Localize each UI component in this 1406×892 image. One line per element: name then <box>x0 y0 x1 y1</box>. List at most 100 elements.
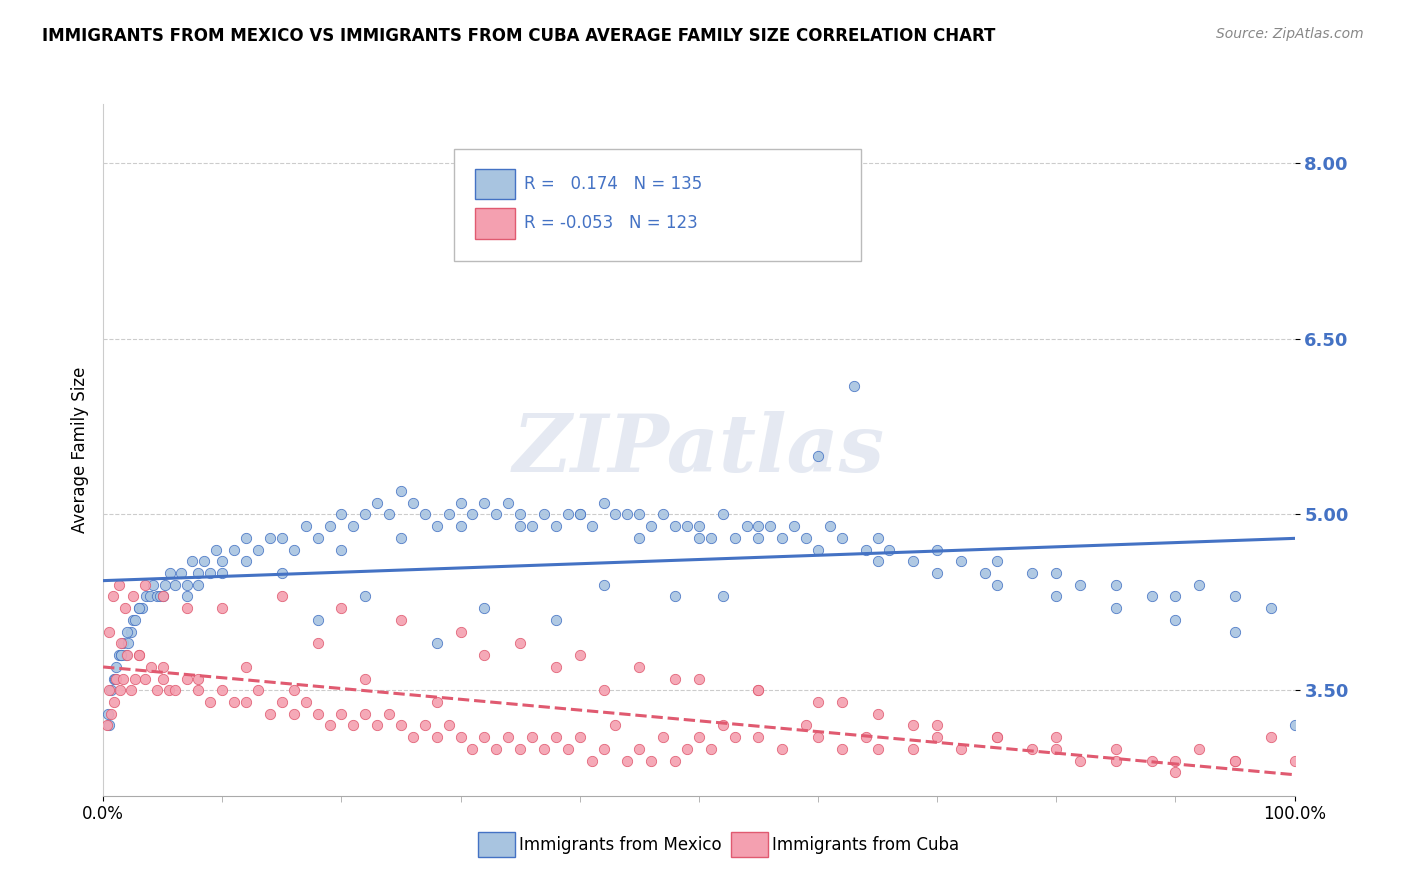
Point <box>783 519 806 533</box>
Point <box>104 672 127 686</box>
Y-axis label: Average Family Size: Average Family Size <box>72 367 89 533</box>
Point <box>187 578 209 592</box>
Point <box>485 508 508 522</box>
Point <box>927 566 949 580</box>
Point <box>114 601 136 615</box>
Point <box>270 531 292 545</box>
Point <box>747 683 769 698</box>
Point <box>723 730 745 744</box>
Point <box>103 672 125 686</box>
Point <box>735 519 758 533</box>
Point <box>1260 730 1282 744</box>
Point <box>354 672 377 686</box>
Point <box>134 672 156 686</box>
Point <box>496 730 519 744</box>
Point <box>152 660 174 674</box>
Point <box>98 624 121 639</box>
Point <box>866 554 889 568</box>
Point <box>855 542 877 557</box>
Point <box>605 718 627 732</box>
Point <box>794 718 817 732</box>
Point <box>200 695 222 709</box>
Point <box>128 648 150 662</box>
Point <box>108 683 131 698</box>
Point <box>509 742 531 756</box>
Point <box>205 542 228 557</box>
Point <box>747 683 769 698</box>
Point <box>616 754 638 768</box>
Text: IMMIGRANTS FROM MEXICO VS IMMIGRANTS FROM CUBA AVERAGE FAMILY SIZE CORRELATION C: IMMIGRANTS FROM MEXICO VS IMMIGRANTS FRO… <box>42 27 995 45</box>
Point <box>128 648 150 662</box>
Point <box>807 542 830 557</box>
Point <box>818 519 841 533</box>
Point <box>450 496 472 510</box>
Point <box>107 648 129 662</box>
Point <box>138 590 160 604</box>
Point <box>354 590 377 604</box>
Point <box>402 496 425 510</box>
Point <box>1105 578 1128 592</box>
Point <box>747 531 769 545</box>
Point <box>283 542 305 557</box>
Point <box>330 706 353 721</box>
Point <box>135 590 157 604</box>
Point <box>676 519 699 533</box>
Point <box>520 519 543 533</box>
Point <box>450 624 472 639</box>
Point <box>544 730 567 744</box>
Point <box>688 730 710 744</box>
Text: Immigrants from Cuba: Immigrants from Cuba <box>772 836 959 854</box>
Point <box>169 566 191 580</box>
Point <box>128 601 150 615</box>
Point <box>120 683 142 698</box>
Point <box>592 742 614 756</box>
Point <box>145 683 167 698</box>
Point <box>652 508 675 522</box>
Point <box>120 624 142 639</box>
Point <box>450 730 472 744</box>
Point <box>1188 578 1211 592</box>
Point <box>474 648 496 662</box>
Point <box>592 578 614 592</box>
Point <box>157 683 180 698</box>
Point <box>879 542 901 557</box>
Point <box>105 660 128 674</box>
Point <box>224 695 246 709</box>
Point <box>616 508 638 522</box>
Point <box>986 554 1008 568</box>
Point <box>366 496 388 510</box>
Point <box>1105 601 1128 615</box>
Point <box>568 508 591 522</box>
Point <box>1140 590 1163 604</box>
Point <box>533 508 555 522</box>
Point <box>163 578 186 592</box>
Point <box>235 554 257 568</box>
Point <box>366 718 388 732</box>
Text: R = -0.053   N = 123: R = -0.053 N = 123 <box>524 214 697 232</box>
Point <box>270 566 292 580</box>
Point <box>628 742 651 756</box>
Point <box>98 683 121 698</box>
Point <box>640 519 662 533</box>
Point <box>139 660 162 674</box>
Point <box>747 519 769 533</box>
Point <box>1164 613 1187 627</box>
Point <box>103 695 125 709</box>
Point <box>181 554 204 568</box>
Point <box>592 496 614 510</box>
Point <box>628 531 651 545</box>
Point <box>152 590 174 604</box>
Point <box>114 648 136 662</box>
Point <box>652 730 675 744</box>
Point <box>496 496 519 510</box>
Point <box>307 706 329 721</box>
Point <box>100 706 122 721</box>
Point <box>949 742 972 756</box>
Point <box>115 624 138 639</box>
Point <box>664 672 686 686</box>
Point <box>509 508 531 522</box>
Point <box>163 683 186 698</box>
Point <box>688 519 710 533</box>
Point <box>866 706 889 721</box>
Point <box>1105 742 1128 756</box>
